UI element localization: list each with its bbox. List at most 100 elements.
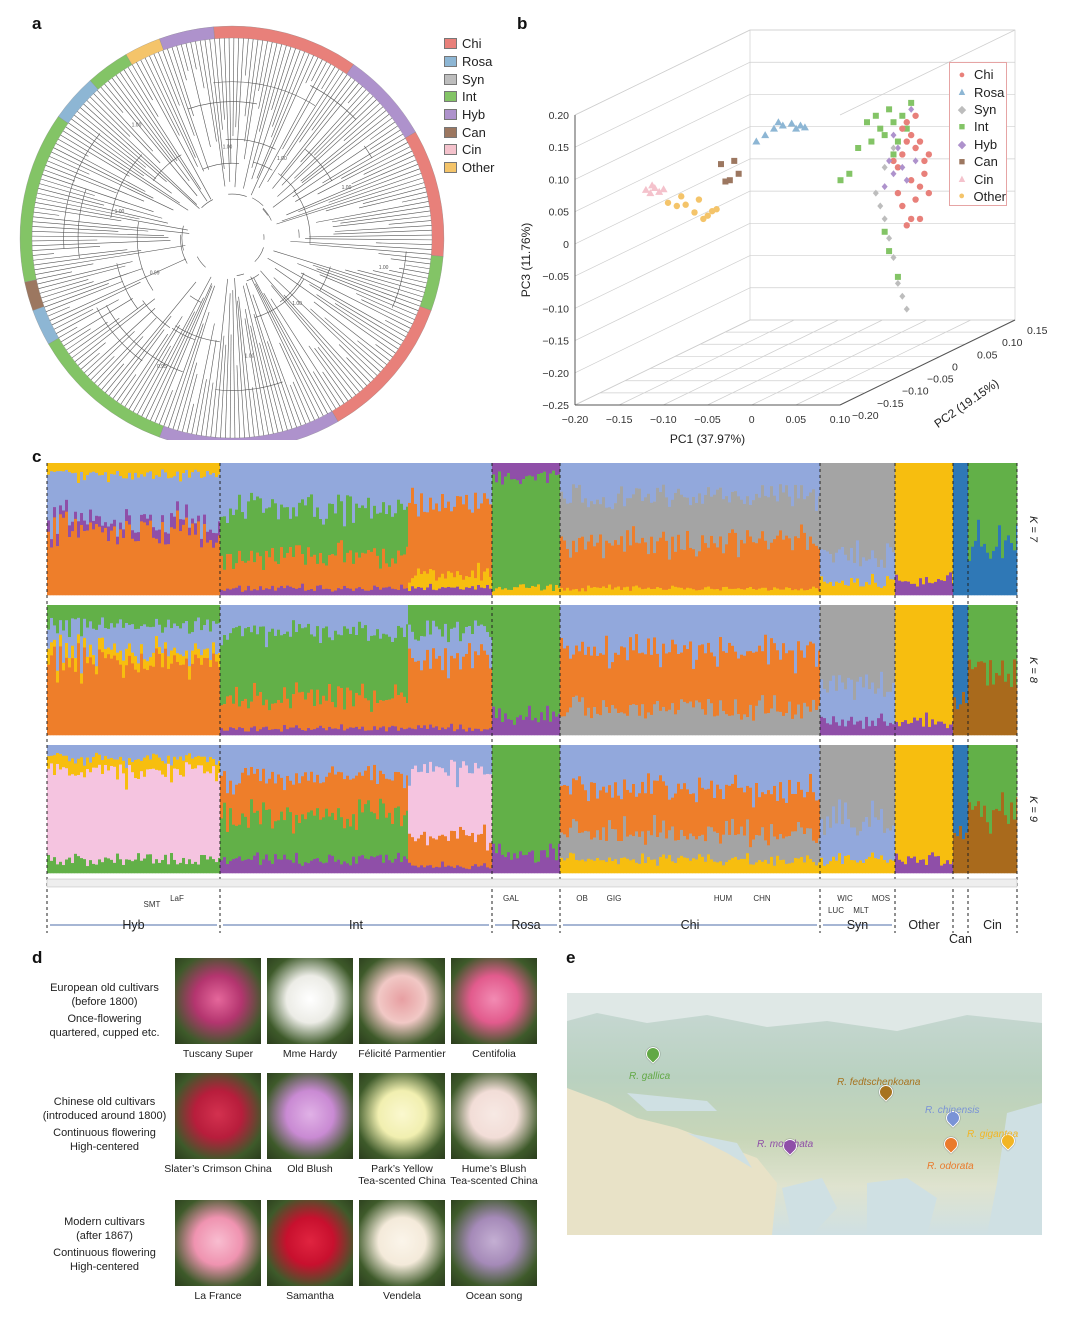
admixture-bar [710,463,714,497]
admixture-bar [453,605,457,628]
admixture-bar [980,661,984,736]
admixture-bar [949,864,953,874]
admixture-bar [755,493,759,544]
admixture-bar [158,862,162,874]
admixture-bar [164,463,168,473]
admixture-bar [465,576,469,588]
admixture-bar [185,762,189,865]
admixture-bar [229,745,233,781]
admixture-bar [53,471,57,508]
admixture-bar [534,745,538,863]
admixture-bar [349,826,353,866]
admixture-bar [617,586,621,596]
admixture-bar [164,648,168,736]
admixture-bar [358,507,362,558]
admixture-bar [146,463,150,473]
admixture-bar [928,745,932,856]
admixture-bar [450,830,454,867]
admixture-bar [671,536,675,587]
admixture-bar [974,605,978,668]
admixture-bar [877,566,881,588]
admixture-bar [483,650,487,730]
admixture-bar [259,781,263,825]
tree-branch [356,293,415,320]
admixture-bar [262,569,266,591]
tree-branch [123,69,202,190]
admixture-bar [414,765,418,842]
admixture-bar [352,727,356,736]
admixture-bar [674,644,678,715]
pca-side-gridline [574,287,751,374]
tree-branch [58,326,78,339]
admixture-bar [406,745,409,776]
admixture-bar [373,463,377,507]
admixture-bar [238,727,242,736]
admixture-bar [803,590,807,596]
admixture-bar [334,513,338,556]
cultivar-group-description: Chinese old cultivars (introduced around … [22,1096,187,1154]
admixture-bar [480,463,484,504]
admixture-bar [1010,542,1014,596]
admixture-bar [832,463,836,563]
admixture-bar [489,774,493,844]
pca-point-rosa [770,124,778,132]
admixture-bar [167,755,171,765]
admixture-bar [946,728,950,736]
tree-branch [153,53,204,172]
admixture-bar [674,793,678,841]
admixture-bar [725,605,729,654]
admixture-bar [495,745,499,854]
admixture-bar [164,763,168,778]
admixture-bar [194,654,198,736]
admixture-bar [268,778,272,810]
admixture-bar [107,526,111,542]
pca-y-tick: 0.15 [549,142,570,154]
admixture-bar [197,605,201,618]
admixture-bar [331,463,335,505]
admixture-bar [468,835,472,870]
admixture-bar [752,500,756,543]
admixture-bar [301,628,305,693]
admixture-bar [608,463,612,508]
admixture-bar [486,568,490,586]
admixture-bar [155,859,159,874]
admixture-bar [668,854,672,874]
admixture-bar [937,856,941,874]
admixture-bar [823,550,827,582]
admixture-bar [662,531,666,591]
admixture-bar [549,463,553,474]
admixture-bar [250,799,254,861]
admixture-bar [971,809,975,874]
admixture-bar [907,463,911,582]
admixture-bar [680,745,684,790]
admixture-bar [271,628,275,705]
admixture-bar [710,496,714,537]
pca-point-int [855,145,862,151]
admixture-bar [125,789,129,860]
admixture-bar [74,775,78,855]
admixture-bar [447,775,451,842]
admixture-bar [992,810,996,874]
structure-row-k7 [47,463,1018,596]
admixture-bar [182,745,186,762]
admixture-bar [423,590,427,596]
admixture-bar [707,826,711,855]
admixture-bar [602,700,606,736]
legend-swatch [444,38,457,50]
admixture-bar [862,687,866,730]
admixture-bar [776,588,780,596]
admixture-bar [346,775,350,820]
pca-point-cin [655,187,664,195]
admixture-bar [385,731,389,736]
legend-item-cin: Cin [444,141,495,159]
admixture-bar [212,653,216,736]
admixture-bar [459,575,463,590]
admixture-bar [752,605,756,653]
admixture-bar [62,670,66,736]
admixture-bar [155,618,159,637]
admixture-bar [292,587,296,596]
admixture-bar [809,828,813,860]
admixture-bar [701,605,705,645]
admixture-bar [767,790,771,846]
admixture-bar [599,587,603,596]
